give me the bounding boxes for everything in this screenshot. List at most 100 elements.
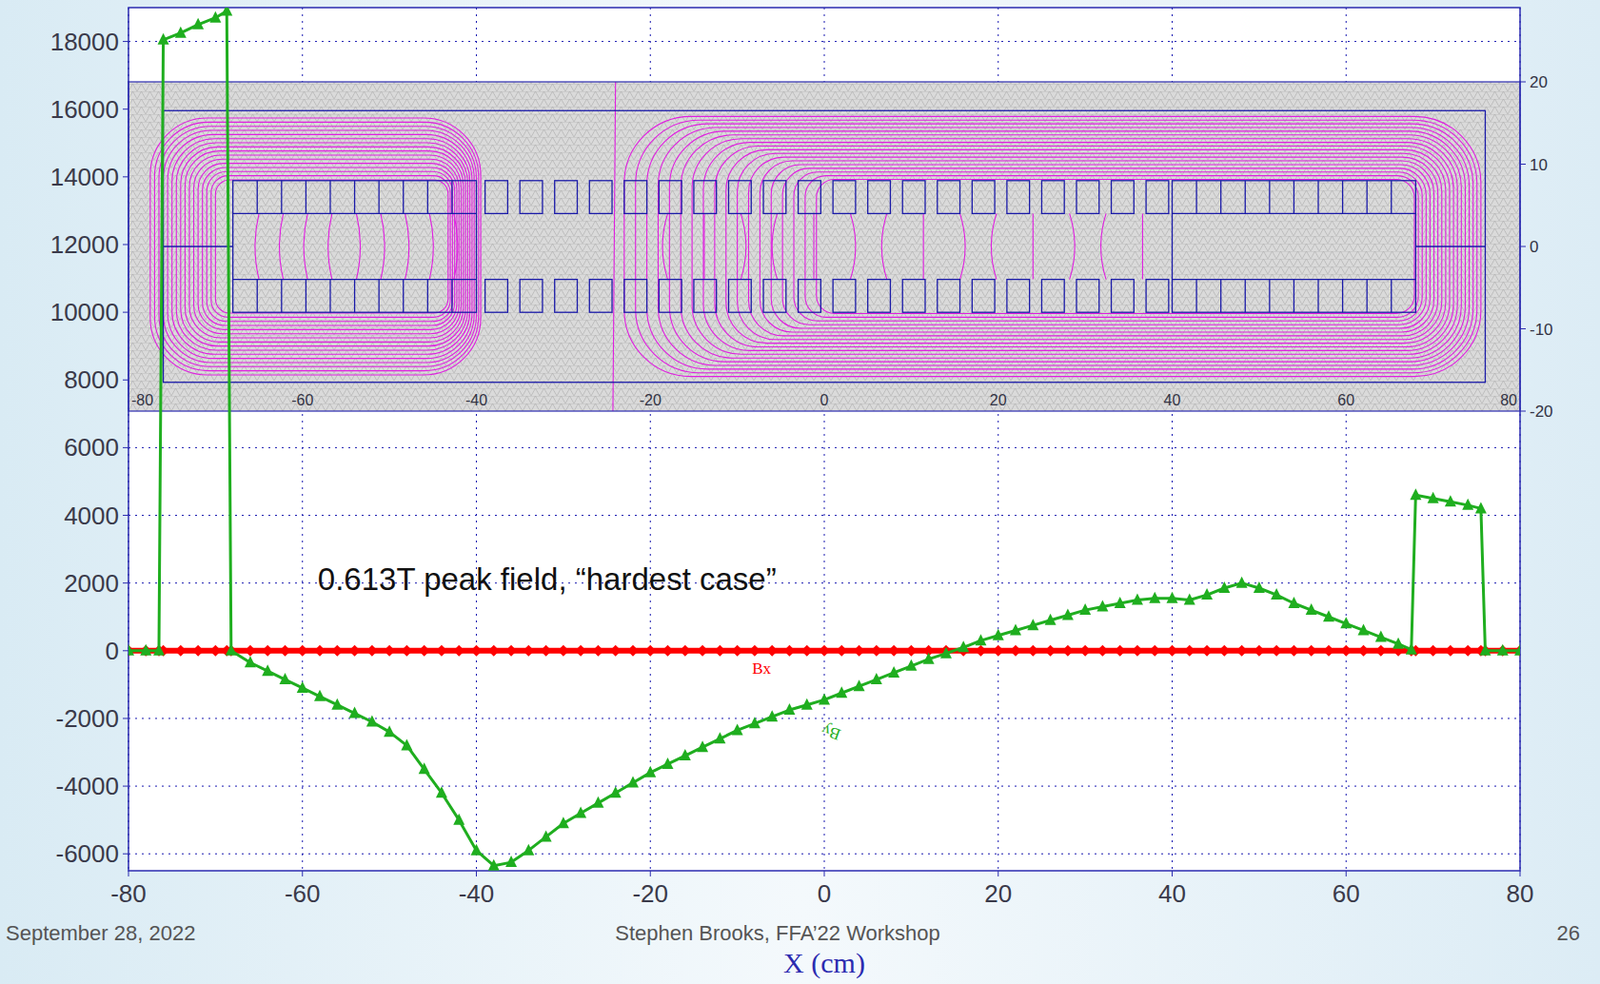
marker <box>471 844 483 856</box>
marker <box>731 723 744 735</box>
marker <box>314 645 326 657</box>
marker <box>835 645 848 657</box>
pole-block <box>693 279 717 314</box>
marker <box>435 645 448 657</box>
cell-divider <box>280 279 282 314</box>
pole-block <box>693 180 717 215</box>
marker <box>418 762 431 774</box>
marker <box>592 796 604 809</box>
annotation: 0.613T peak field, “hardest case” <box>317 561 777 597</box>
cell-divider <box>305 180 307 215</box>
pole-block <box>519 279 543 314</box>
marker <box>801 698 813 711</box>
footer-author: Stephen Brooks, FFA’22 Workshop <box>614 921 941 946</box>
marker <box>418 645 431 657</box>
marker <box>1253 645 1265 657</box>
field-line <box>703 142 1454 352</box>
pole-block <box>937 279 961 314</box>
field-line <box>749 157 1439 336</box>
marker <box>1444 645 1457 657</box>
field-line <box>194 158 460 334</box>
field-line <box>1069 213 1075 279</box>
marker <box>278 645 291 657</box>
pole-block <box>937 180 961 215</box>
cell-divider <box>280 180 282 215</box>
pole-block <box>1007 279 1030 314</box>
y-tick-label: 10000 <box>50 297 119 327</box>
cell-divider <box>1195 279 1197 314</box>
marker <box>540 829 553 842</box>
pole-block <box>519 180 543 215</box>
x-tick <box>301 870 303 877</box>
field-line <box>737 153 1442 339</box>
inset-tick-label: 20 <box>1529 73 1548 92</box>
marker <box>940 647 952 659</box>
y-tick <box>122 717 129 719</box>
marker <box>192 645 204 657</box>
field-line <box>691 138 1458 356</box>
pole-block <box>1041 279 1065 314</box>
field-line <box>202 167 455 326</box>
marker <box>1392 637 1404 650</box>
marker <box>220 7 233 17</box>
field-line <box>881 213 887 279</box>
x-tick-label: -40 <box>458 879 495 909</box>
marker <box>1270 588 1283 600</box>
cell-divider <box>451 279 453 314</box>
pole-block <box>798 180 822 215</box>
marker <box>1479 644 1491 656</box>
pole-block <box>1145 180 1169 215</box>
marker <box>1096 645 1108 657</box>
marker <box>1427 645 1440 657</box>
cell-divider <box>1366 180 1368 215</box>
x-tick <box>1345 870 1347 877</box>
grid-line <box>128 40 1521 42</box>
series-line <box>128 11 1521 867</box>
marker <box>574 645 587 657</box>
marker <box>644 645 656 657</box>
field-line <box>782 168 1426 325</box>
field-line <box>849 213 855 279</box>
marker <box>1184 592 1196 605</box>
marker <box>314 690 326 702</box>
grid-line <box>128 853 1521 855</box>
cell-divider <box>1317 279 1319 314</box>
field-line <box>612 81 616 412</box>
marker <box>1236 645 1248 657</box>
pole-block <box>589 180 613 215</box>
marker <box>1045 613 1057 626</box>
marker <box>471 645 483 657</box>
center-line <box>163 245 234 247</box>
cell-divider <box>378 279 380 314</box>
x-tick <box>1520 870 1521 877</box>
cell-divider <box>402 279 404 314</box>
marker <box>225 644 238 656</box>
field-line <box>279 213 284 279</box>
y-tick <box>122 650 129 652</box>
marker <box>1375 631 1387 643</box>
field-line <box>255 213 259 279</box>
marker <box>766 710 778 722</box>
marker <box>818 692 830 705</box>
cell-divider <box>1390 279 1392 314</box>
pole-block <box>1111 279 1135 314</box>
marker <box>1236 576 1248 589</box>
y-tick <box>122 379 129 381</box>
marker <box>1497 644 1509 656</box>
marker <box>488 645 500 657</box>
marker <box>713 645 726 657</box>
marker <box>400 738 413 751</box>
y-tick <box>122 853 129 855</box>
marker <box>1270 645 1283 657</box>
x-tick-label: 20 <box>984 879 1012 909</box>
field-line <box>662 213 668 279</box>
marker <box>1218 645 1230 657</box>
inset-tick-label: 40 <box>1164 392 1182 409</box>
marker <box>592 645 604 657</box>
marker <box>1253 581 1265 593</box>
marker <box>610 645 622 657</box>
inset-tick <box>1520 246 1526 248</box>
pole-block <box>554 180 578 215</box>
marker <box>296 645 309 657</box>
marker <box>366 715 378 728</box>
